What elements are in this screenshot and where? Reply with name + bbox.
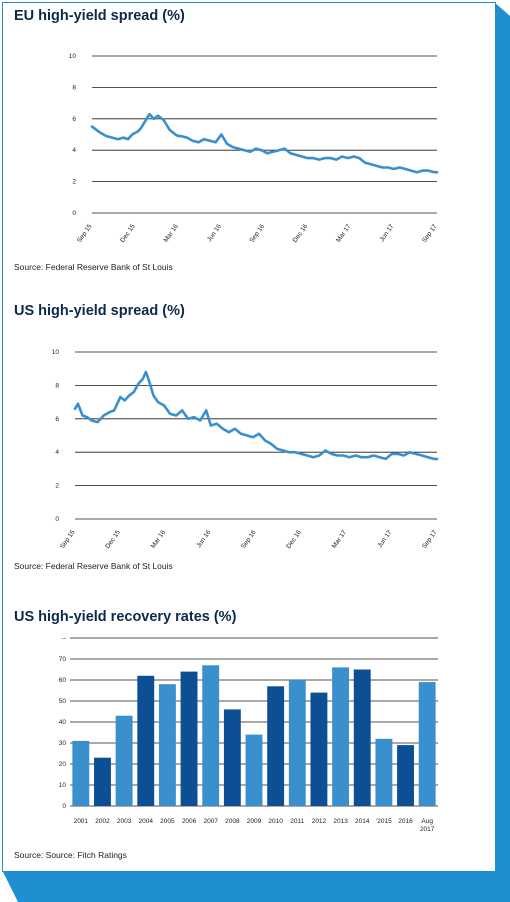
y-tick-label: 2 [55, 483, 59, 490]
y-tick-label: 6 [72, 116, 76, 123]
x-tick-label: 2006 [182, 818, 197, 825]
recovery-rates-chart: 0 10 20 30 40 50 60 70 -- 2001 2002 2003 2004 2005 200… [59, 635, 438, 833]
x-tick-label: Aug [421, 818, 433, 825]
bar [245, 734, 263, 806]
bar [158, 684, 176, 806]
y-tick-label: 10 [69, 53, 77, 60]
x-tick-label: 2008 [225, 818, 240, 825]
bar [332, 667, 350, 806]
chart2-title: US high-yield spread (%) [14, 303, 185, 319]
y-tick-label: 70 [59, 656, 67, 663]
bar [375, 738, 393, 806]
bar [418, 682, 436, 806]
x-tick-label: 2002 [95, 818, 110, 825]
x-tick-label: '2015 [376, 818, 392, 825]
x-tick-label: 2010 [268, 818, 283, 825]
chart1-source: Source: Federal Reserve Bank of St Louis [14, 262, 173, 272]
y-tick-label: 60 [59, 677, 67, 684]
chart3-source: Source: Source: Fitch Ratings [14, 850, 127, 860]
x-tick-label: 2014 [355, 818, 370, 825]
bar [267, 686, 285, 806]
bar [115, 715, 133, 806]
x-tick-label: 2009 [247, 818, 262, 825]
y-tick-label: 2 [72, 179, 76, 186]
y-tick-label: 6 [55, 416, 59, 423]
x-tick-label: 2003 [117, 818, 132, 825]
y-tick-label: 8 [72, 84, 76, 91]
y-tick-label: 0 [72, 210, 76, 217]
y-tick-label: 20 [59, 761, 67, 768]
series-line [90, 112, 439, 174]
bar [353, 669, 371, 806]
chart2-source: Source: Federal Reserve Bank of St Louis [14, 561, 173, 571]
y-tick-label: 4 [72, 147, 76, 154]
bar [397, 745, 414, 806]
bar [72, 740, 90, 806]
bar [94, 757, 111, 806]
y-tick-label: 8 [55, 382, 59, 389]
bar [137, 675, 155, 806]
bar [223, 709, 241, 806]
x-tick-label: 2011 [290, 818, 304, 825]
y-tick-label: 50 [59, 698, 67, 705]
chart1-title: EU high-yield spread (%) [14, 8, 185, 24]
x-tick-label: 2005 [160, 818, 175, 825]
x-tick-label: 2007 [203, 818, 218, 825]
y-tick-label: 10 [52, 349, 60, 356]
bar [288, 680, 306, 806]
y-tick-label: 30 [59, 740, 67, 747]
y-tick-label: 40 [59, 719, 67, 726]
bar [310, 692, 328, 806]
y-tick-label: 10 [59, 782, 67, 789]
x-tick-label: 2017 [420, 826, 435, 833]
bar [180, 671, 198, 806]
x-tick-label: 2001 [74, 818, 89, 825]
y-tick-label: 4 [55, 449, 59, 456]
y-tick-label: 0 [62, 803, 66, 810]
chart3-title: US high-yield recovery rates (%) [14, 609, 237, 625]
bar [202, 665, 220, 806]
y-tick-label: 0 [55, 516, 59, 523]
y-tick-label: -- [62, 635, 66, 642]
series-line [73, 370, 439, 461]
x-tick-label: 2004 [139, 818, 154, 825]
x-tick-label: 2016 [398, 818, 413, 825]
x-tick-label: 2013 [333, 818, 348, 825]
x-tick-label: 2012 [312, 818, 327, 825]
